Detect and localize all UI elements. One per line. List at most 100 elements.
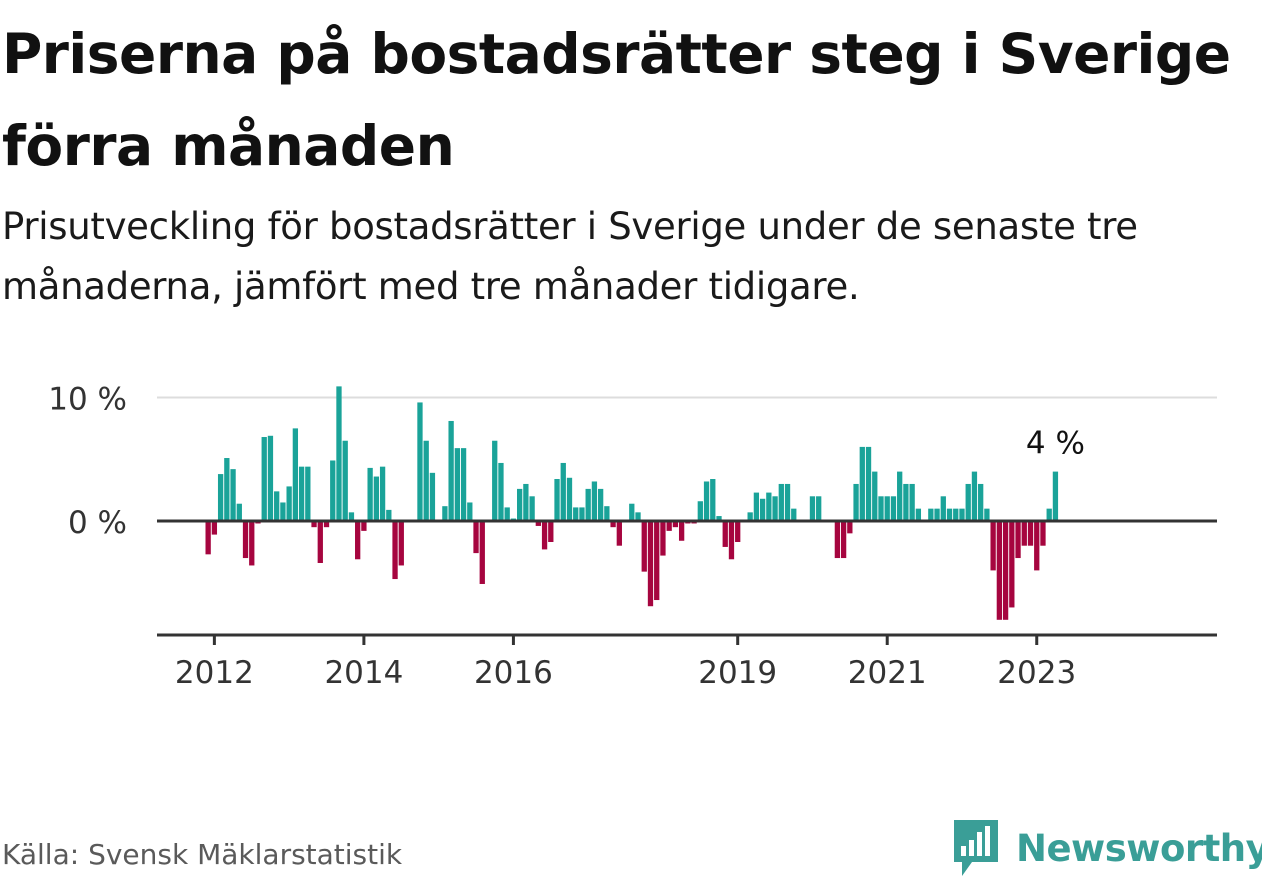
- bar: [242, 521, 249, 559]
- bar: [379, 466, 386, 521]
- bar: [641, 521, 647, 572]
- x-tick-label: 2023: [997, 655, 1076, 691]
- bar: [610, 521, 616, 528]
- bar: [978, 483, 984, 521]
- bar: [473, 521, 479, 554]
- source-note: Källa: Svensk Mäklarstatistik: [2, 838, 403, 871]
- bar: [716, 516, 722, 521]
- y-tick-label: 0 %: [68, 505, 127, 541]
- bar: [504, 507, 510, 521]
- bar: [442, 506, 448, 521]
- bar: [778, 483, 784, 521]
- bar: [361, 521, 367, 531]
- bar: [728, 521, 735, 560]
- bar: [853, 483, 859, 521]
- bar: [984, 508, 990, 521]
- bar: [629, 503, 635, 521]
- bar: [784, 483, 791, 521]
- bar: [535, 521, 541, 526]
- bar: [809, 496, 816, 521]
- bar: [454, 448, 460, 521]
- bar: [959, 508, 965, 521]
- bar: [647, 521, 654, 607]
- bar: [566, 477, 573, 521]
- bar: [298, 466, 305, 521]
- bar: [847, 521, 853, 534]
- bar: [305, 466, 311, 521]
- bar: [909, 483, 915, 521]
- bar: [666, 521, 672, 531]
- x-tick-label: 2012: [175, 655, 254, 691]
- bar: [336, 386, 342, 521]
- bar: [678, 521, 685, 541]
- bar: [990, 521, 996, 571]
- bar: [317, 521, 323, 563]
- bar: [448, 420, 454, 521]
- bar: [348, 512, 355, 521]
- bar: [660, 521, 666, 556]
- x-tick-label: 2014: [324, 655, 403, 691]
- bar: [585, 488, 591, 521]
- brand-logo[interactable]: Newsworthy: [950, 818, 1262, 878]
- bar: [392, 521, 398, 580]
- bar: [373, 476, 380, 521]
- bar: [859, 446, 865, 521]
- bar: [672, 521, 679, 528]
- bar-chart: 0 % 10 % 2012 2014 2016 2019 2021 2023 4 %: [48, 382, 1217, 691]
- bar: [230, 469, 236, 521]
- bar: [872, 471, 878, 521]
- bar: [311, 521, 317, 528]
- bar: [479, 521, 485, 584]
- bar: [460, 448, 467, 521]
- bar: [766, 492, 772, 521]
- bar: [217, 474, 224, 521]
- bar: [591, 481, 598, 521]
- bar: [971, 471, 978, 521]
- bar: [890, 496, 897, 521]
- bar: [517, 488, 523, 521]
- bar: [498, 462, 504, 521]
- bar: [1046, 508, 1052, 521]
- bar: [286, 486, 292, 521]
- bar: [635, 512, 641, 521]
- bar: [249, 521, 255, 566]
- x-tick-label: 2016: [474, 655, 553, 691]
- brand-name: Newsworthy: [1016, 826, 1262, 870]
- bar: [1040, 521, 1046, 546]
- bar: [236, 503, 242, 521]
- bar: [367, 467, 373, 521]
- bar: [261, 437, 267, 521]
- bar: [915, 508, 922, 521]
- bar: [1027, 521, 1034, 546]
- bar: [573, 507, 579, 521]
- bar: [928, 508, 934, 521]
- bar: [1052, 471, 1059, 521]
- bar: [492, 440, 498, 521]
- bar: [1034, 521, 1040, 571]
- bar: [342, 440, 348, 521]
- bar: [560, 462, 566, 521]
- bar: [267, 435, 274, 521]
- bar: [772, 496, 778, 521]
- bar: [274, 491, 280, 521]
- bar: [224, 458, 230, 521]
- chart-title: Priserna på bostadsrätter steg i Sverige…: [2, 22, 1231, 178]
- bar: [759, 498, 766, 521]
- bar: [946, 508, 953, 521]
- bar: [697, 501, 703, 521]
- bar: [548, 521, 554, 542]
- last-value-label: 4 %: [1026, 426, 1085, 462]
- bar: [965, 483, 971, 521]
- bar: [816, 496, 822, 521]
- bar: [529, 496, 535, 521]
- bar: [934, 508, 940, 521]
- bar: [884, 496, 890, 521]
- bar: [597, 488, 604, 521]
- bar: [323, 521, 330, 528]
- bar: [292, 428, 299, 522]
- bar: [1009, 521, 1015, 608]
- bar: [467, 502, 473, 521]
- bar: [211, 521, 218, 535]
- bar: [703, 481, 710, 521]
- bar: [554, 479, 560, 521]
